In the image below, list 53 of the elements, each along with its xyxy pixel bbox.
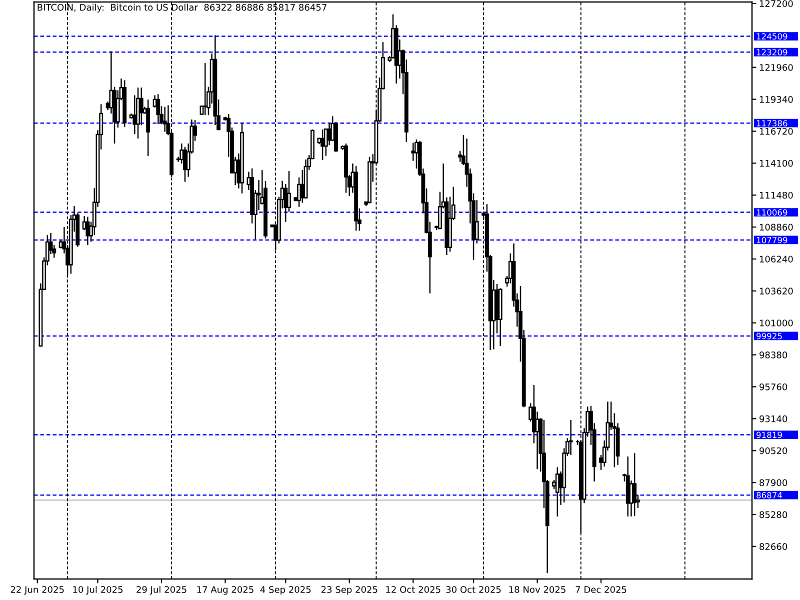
ref-line-label: 91819 xyxy=(756,432,782,438)
candlestick xyxy=(320,128,325,161)
candlestick xyxy=(183,146,187,182)
y-tick-label: 82660 xyxy=(760,543,788,550)
candlestick xyxy=(568,419,573,456)
chart-title: BITCOIN, Daily: Bitcoin to US Dollar 86322 86886 85817 86457 xyxy=(38,4,326,12)
y-tick-label: 116720 xyxy=(760,128,793,135)
x-tick-label: 10 Jul 2025 xyxy=(73,586,123,595)
x-tick-label: 17 Aug 2025 xyxy=(197,586,254,595)
y-tick-label: 108860 xyxy=(760,224,793,231)
candlestick xyxy=(146,98,150,157)
x-tick-label: 22 Jun 2025 xyxy=(10,586,64,595)
y-tick-label: 121960 xyxy=(760,64,793,71)
candlestick xyxy=(324,128,328,156)
candlestick xyxy=(287,170,291,212)
x-tick-label: 30 Oct 2025 xyxy=(446,586,501,593)
ref-line-label: 124509 xyxy=(756,33,788,40)
y-tick-label: 101000 xyxy=(760,320,793,326)
ref-line-label: 117386 xyxy=(756,120,788,126)
candlestick xyxy=(474,199,479,244)
y-tick-label: 111480 xyxy=(760,192,793,199)
y-tick-label: 90520 xyxy=(760,447,788,454)
ref-line-label: 107799 xyxy=(756,236,788,244)
candlestick xyxy=(411,142,416,162)
y-tick-label: 93140 xyxy=(760,415,788,422)
ref-line-label: 99925 xyxy=(756,332,782,340)
candlestick xyxy=(162,106,167,132)
x-tick-label: 7 Dec 2025 xyxy=(576,586,626,593)
candlestick xyxy=(156,94,160,125)
x-tick-label: 18 Nov 2025 xyxy=(509,586,566,593)
candlestick xyxy=(86,216,90,246)
y-tick-label: 119340 xyxy=(760,96,793,103)
y-tick-label: 103620 xyxy=(760,288,793,294)
y-tick-label: 85280 xyxy=(760,511,788,518)
ref-line-label: 123209 xyxy=(756,49,788,56)
x-tick-label: 23 Sep 2025 xyxy=(321,586,378,595)
ref-line-label: 110069 xyxy=(756,209,788,216)
candlestick xyxy=(203,62,208,116)
candlestick xyxy=(132,94,137,135)
y-tick-label: 95760 xyxy=(760,383,788,390)
x-tick-label: 4 Sep 2025 xyxy=(260,586,311,595)
candlestick xyxy=(139,86,144,126)
candlestick xyxy=(300,169,304,204)
y-tick-label: 98380 xyxy=(760,352,788,358)
candlestick xyxy=(632,452,637,516)
candlestick xyxy=(555,466,560,518)
ref-line-label: 86874 xyxy=(756,492,782,498)
y-tick-label: 127200 xyxy=(760,0,793,8)
x-tick-label: 29 Jul 2025 xyxy=(136,586,186,595)
y-tick-label: 87900 xyxy=(760,479,788,486)
x-tick-label: 12 Oct 2025 xyxy=(386,586,440,593)
y-tick-label: 114100 xyxy=(760,160,793,167)
y-tick-label: 106240 xyxy=(760,256,793,263)
